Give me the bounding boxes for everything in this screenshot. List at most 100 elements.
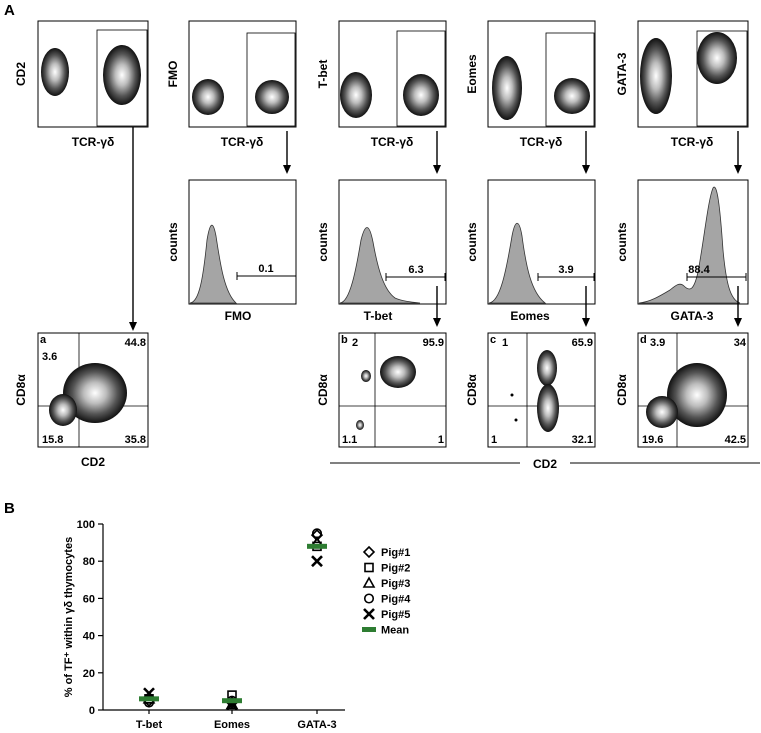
y-axis-label: CD8α <box>316 374 330 406</box>
arrow-head <box>734 318 742 327</box>
y-axis-label: counts <box>615 222 629 262</box>
row1-plot-2: FMO TCR-γδ <box>166 20 297 149</box>
cell-population <box>255 80 289 114</box>
arrow-head <box>129 322 137 331</box>
cell-population <box>340 72 372 118</box>
quadrant-lr-value: 1 <box>438 434 444 446</box>
histogram-curve <box>189 224 238 304</box>
y-axis-label: counts <box>465 222 479 262</box>
x-tick-label: GATA-3 <box>297 719 336 731</box>
y-axis-label: counts <box>166 222 180 262</box>
x-axis-label: GATA-3 <box>671 309 714 323</box>
mean-bar <box>139 696 159 702</box>
y-tick-label: 40 <box>83 631 95 643</box>
histogram-curve <box>488 222 547 304</box>
x-axis-label: TCR-γδ <box>72 135 115 149</box>
cell-population <box>646 396 678 428</box>
data-point-pig5 <box>311 555 323 568</box>
quadrant-ur-value: 44.8 <box>125 337 146 349</box>
quadrant-ul-value: 2 <box>352 337 358 349</box>
quadrant-subpanel-letter: a <box>40 334 47 346</box>
legend-marker <box>363 593 375 604</box>
row1-plot-3: T-bet TCR-γδ <box>316 20 447 149</box>
legend-marker <box>364 562 374 573</box>
quadrant-ll-value: 15.8 <box>42 434 63 446</box>
x-axis-label: Eomes <box>510 309 550 323</box>
event-dot <box>510 393 514 397</box>
mean-bar <box>222 698 242 704</box>
legend-marker <box>363 608 375 620</box>
plot-frame <box>637 332 749 448</box>
histogram-curve <box>638 186 741 304</box>
legend-label: Pig#1 <box>381 547 410 559</box>
y-tick-label: 0 <box>89 705 95 717</box>
quadrant-subpanel-letter: d <box>640 334 647 346</box>
cell-population <box>356 420 364 430</box>
cell-population <box>403 74 439 116</box>
y-axis-label: counts <box>316 222 330 262</box>
quadrant-lr-value: 35.8 <box>125 434 146 446</box>
legend-label: Pig#5 <box>381 609 410 621</box>
cell-population <box>640 38 672 114</box>
x-axis-label: CD2 <box>81 455 105 469</box>
quadrant-plot-a: a 3.6 44.8 15.8 35.8 CD8α CD2 <box>14 332 149 469</box>
cell-population <box>63 363 127 423</box>
shared-axis-label-bg <box>520 455 570 471</box>
cell-population <box>192 79 224 115</box>
gate-percentage: 88.4 <box>688 264 710 276</box>
x-axis-label: FMO <box>225 309 252 323</box>
quadrant-ur-value: 95.9 <box>423 337 444 349</box>
event-dot <box>514 418 518 422</box>
gate-box <box>246 32 296 127</box>
histogram-eomes: 3.9 counts Eomes <box>465 179 596 323</box>
legend-marker <box>362 576 376 588</box>
y-tick-label: 80 <box>83 556 95 568</box>
y-axis-label: % of TF⁺ within γδ thymocytes <box>63 537 75 697</box>
gate-percentage: 0.1 <box>258 263 273 275</box>
shared-x-axis-label: CD2 <box>533 457 557 471</box>
arrow-head <box>433 318 441 327</box>
y-axis-label: CD8α <box>465 374 479 406</box>
y-axis-label: CD2 <box>14 62 28 86</box>
quadrant-ll-value: 19.6 <box>642 434 663 446</box>
quadrant-ul-value: 1 <box>502 337 508 349</box>
histogram-gata3: 88.4 counts GATA-3 <box>615 179 749 323</box>
legend-marker <box>362 545 376 559</box>
row1-plot-4: Eomes TCR-γδ <box>465 20 596 149</box>
y-tick-label: 60 <box>83 593 95 605</box>
histogram-curve <box>339 227 421 304</box>
cell-population <box>554 78 590 114</box>
gate-box <box>545 32 595 127</box>
plot-frame <box>37 332 149 448</box>
gate-box <box>396 30 446 127</box>
y-axis-label: GATA-3 <box>615 52 629 95</box>
quadrant-lr-value: 32.1 <box>572 434 593 446</box>
cell-population <box>537 384 559 432</box>
x-tick-label: Eomes <box>214 719 250 731</box>
gate-percentage: 3.9 <box>558 264 573 276</box>
y-axis-label: CD8α <box>615 374 629 406</box>
plot-frame <box>487 20 596 128</box>
y-axis-label: CD8α <box>14 374 28 406</box>
y-tick-label: 100 <box>77 519 95 531</box>
quadrant-ul-value: 3.6 <box>42 351 57 363</box>
cell-population <box>697 32 737 84</box>
quadrant-ll-value: 1 <box>491 434 497 446</box>
panel-a-label: A <box>4 2 15 19</box>
arrow-head <box>582 165 590 174</box>
gate-box <box>696 30 748 127</box>
gate-percentage: 6.3 <box>408 264 423 276</box>
plot-frame <box>637 179 749 305</box>
arrow-head <box>582 318 590 327</box>
quadrant-ur-value: 34 <box>734 337 747 349</box>
arrow-head <box>283 165 291 174</box>
mean-bar <box>307 543 327 549</box>
quadrant-plot-d: d 3.9 34 19.6 42.5 CD8α <box>615 332 749 448</box>
quadrant-lr-value: 42.5 <box>725 434 746 446</box>
plot-frame <box>338 179 447 305</box>
cell-population <box>667 363 727 427</box>
x-axis-label: T-bet <box>364 309 393 323</box>
legend-label: Mean <box>381 625 409 637</box>
quadrant-plot-b: b 2 95.9 1.1 1 CD8α <box>316 332 447 448</box>
